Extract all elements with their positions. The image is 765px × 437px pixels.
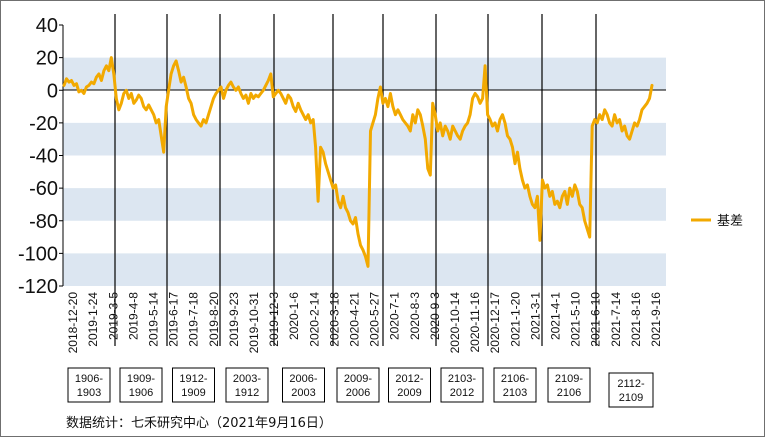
contract-label: 2012 [450, 387, 474, 399]
contract-label-box [119, 367, 163, 403]
contract-label-box [493, 367, 537, 403]
y-tick-label: -100 [18, 243, 58, 265]
contract-label: 1912- [179, 373, 207, 385]
contract-label: 2106- [501, 373, 529, 385]
x-tick-label: 2021-4-1 [548, 292, 562, 340]
x-tick-label: 2019-9-23 [227, 292, 241, 347]
x-tick-label: 2019-4-8 [126, 292, 140, 340]
contract-label-box [608, 372, 654, 408]
x-tick-label: 2019-8-20 [207, 292, 221, 347]
contract-label: 2012- [395, 373, 423, 385]
x-tick-label: 2021-5-10 [569, 292, 583, 347]
contract-label-box [67, 367, 111, 403]
legend: 基差 [691, 214, 743, 229]
x-tick-label: 2020-12-17 [488, 292, 502, 354]
contract-label: 2112- [617, 378, 645, 390]
source-note: 数据统计：七禾研究中心（2021年9月16日） [66, 416, 332, 431]
contract-label: 1909 [181, 387, 205, 399]
y-tick-label: -60 [29, 178, 58, 200]
contract-label-box [336, 367, 380, 403]
contract-label: 1903 [77, 387, 101, 399]
contract-label: 2103 [503, 387, 527, 399]
contract-label-box [440, 367, 484, 403]
x-tick-label: 2021-6-10 [589, 292, 603, 347]
contract-label: 2009- [344, 373, 372, 385]
contract-label: 2103- [448, 373, 476, 385]
x-tick-label: 2019-1-24 [86, 292, 100, 347]
x-tick-label: 2021-8-16 [629, 292, 643, 347]
x-tick-label: 2020-4-21 [347, 292, 361, 347]
x-tick-label: 2020-10-14 [448, 292, 462, 354]
contract-label: 1909- [127, 373, 155, 385]
x-tick-label: 2020-3-18 [327, 292, 341, 347]
contract-label: 2109- [555, 373, 583, 385]
legend-label: 基差 [717, 214, 743, 229]
x-tick-label: 2020-5-27 [368, 292, 382, 347]
contract-label-box [172, 367, 215, 403]
contract-label: 1906 [129, 387, 153, 399]
y-tick-label: 20 [36, 48, 58, 70]
x-tick-label: 2019-12-3 [267, 292, 281, 347]
contract-label: 2003- [233, 373, 261, 385]
x-tick-label: 2020-9-3 [428, 292, 442, 340]
contract-rollover-lines [114, 14, 597, 346]
contract-label-box [547, 367, 591, 403]
x-tick-label: 2020-2-14 [307, 292, 321, 347]
x-tick-label: 2020-1-6 [287, 292, 301, 340]
series-line-基差 [62, 56, 654, 268]
y-tick-label: -120 [18, 276, 58, 298]
contract-label: 2106 [557, 387, 581, 399]
background-band [63, 253, 666, 286]
contract-label: 2003 [291, 387, 315, 399]
x-axis: 2018-12-20 2019-1-24 2019-3-5 2019-4-8 2019-… [66, 292, 663, 354]
contract-label: 2006 [346, 387, 370, 399]
contract-label: 2006- [289, 373, 317, 385]
background-band [63, 122, 666, 156]
contract-label-box [388, 367, 431, 403]
x-tick-label: 2020-11-16 [468, 292, 482, 353]
x-tick-label: 2021-1-20 [508, 292, 522, 347]
x-tick-label: 2021-9-16 [649, 292, 663, 347]
y-tick-label: -80 [29, 211, 58, 233]
x-tick-label: 2019-3-5 [106, 292, 120, 340]
contract-label: 1912 [235, 387, 259, 399]
background-band [63, 188, 666, 221]
contract-label-box [282, 367, 325, 403]
y-tick-label: 0 [47, 80, 58, 102]
contract-label: 2109 [619, 392, 643, 404]
y-tick-label: 40 [36, 15, 58, 37]
y-axis: 40 20 0 -20 -40 -60 -80 -100 -120 [18, 15, 63, 298]
x-tick-label: 2019-5-14 [146, 292, 160, 347]
x-tick-label: 2021-7-14 [609, 292, 623, 347]
x-tick-label: 2019-7-18 [187, 292, 201, 347]
x-tick-label: 2019-10-31 [247, 292, 261, 354]
x-tick-label: 2020-8-3 [408, 292, 422, 340]
x-tick-label: 2021-3-1 [528, 292, 542, 340]
x-tick-label: 2020-7-1 [388, 292, 402, 340]
contract-label: 2009 [397, 387, 421, 399]
contract-label: 1906- [75, 373, 103, 385]
y-tick-label: -40 [29, 146, 58, 168]
contract-labels: 1906- 1903 1909- 1906 1912- 1909 2003- 1912 2006… [67, 367, 654, 408]
background-band [63, 57, 666, 91]
x-tick-label: 2018-12-20 [66, 292, 80, 354]
y-tick-label: -20 [29, 113, 58, 135]
x-tick-label: 2019-6-17 [167, 292, 181, 347]
contract-label-box [225, 367, 269, 403]
